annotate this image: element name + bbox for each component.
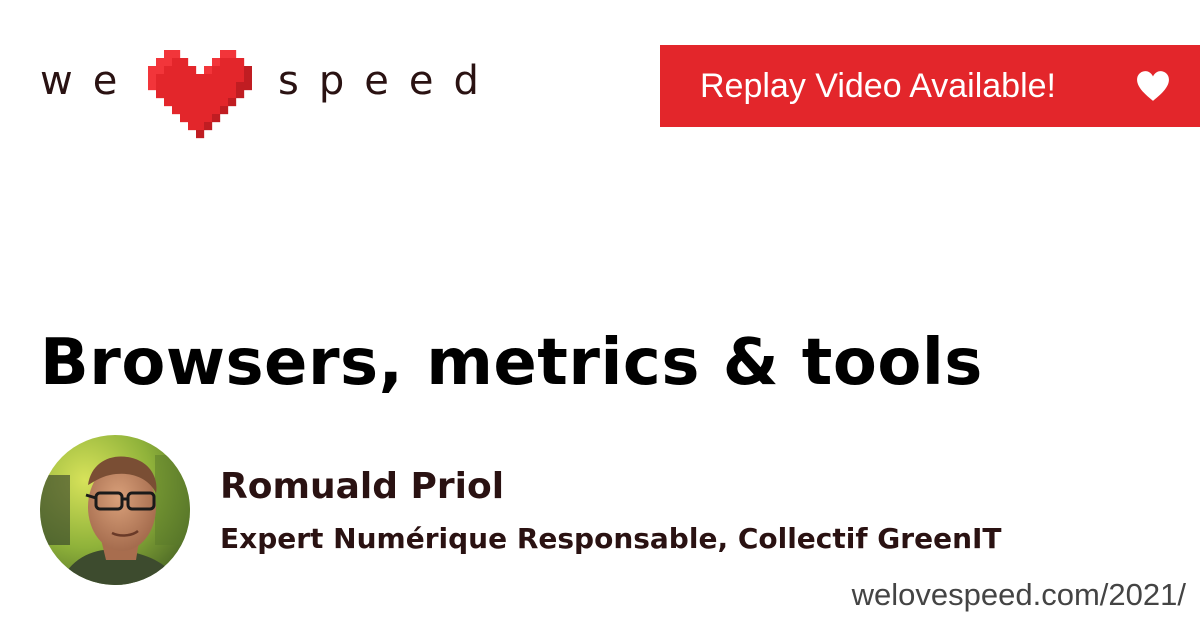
heart-icon [1137, 71, 1169, 101]
speaker-avatar [40, 435, 190, 585]
talk-title: Browsers, metrics & tools [40, 326, 983, 400]
replay-banner-text: Replay Video Available! [700, 66, 1057, 105]
speaker-role: Expert Numérique Responsable, Collectif … [220, 522, 1002, 555]
speaker-name: Romuald Priol [220, 466, 505, 507]
logo: we speed [40, 46, 480, 142]
replay-banner[interactable]: Replay Video Available! [660, 45, 1200, 127]
site-url[interactable]: welovespeed.com/2021/ [851, 577, 1186, 612]
pixel-heart-icon [148, 50, 252, 139]
logo-word-speed: speed [278, 58, 499, 104]
speaker-photo [40, 435, 190, 585]
logo-word-we: we [40, 58, 138, 104]
